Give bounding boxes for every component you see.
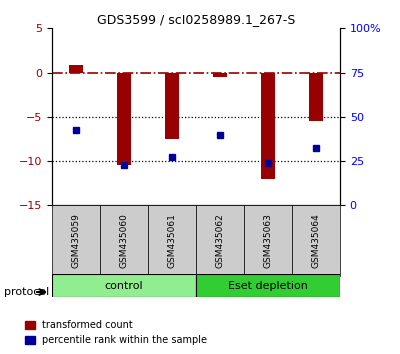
Text: GSM435061: GSM435061 [168,213,176,268]
Text: Eset depletion: Eset depletion [228,281,308,291]
Text: GSM435062: GSM435062 [216,213,224,268]
Bar [165,73,179,139]
Text: control: control [105,281,143,291]
Bar [69,65,83,73]
Bar [117,73,131,166]
FancyBboxPatch shape [52,274,196,297]
FancyBboxPatch shape [100,205,148,276]
Text: GSM435060: GSM435060 [120,213,128,268]
Text: protocol: protocol [4,287,49,297]
FancyBboxPatch shape [52,205,100,276]
FancyBboxPatch shape [196,274,340,297]
Text: GSM435059: GSM435059 [72,213,80,268]
FancyBboxPatch shape [196,205,244,276]
Title: GDS3599 / scI0258989.1_267-S: GDS3599 / scI0258989.1_267-S [97,13,295,26]
Legend: transformed count, percentile rank within the sample: transformed count, percentile rank withi… [25,320,207,345]
Text: GSM435063: GSM435063 [264,213,272,268]
FancyBboxPatch shape [292,205,340,276]
FancyBboxPatch shape [244,205,292,276]
Bar [261,73,275,179]
Bar [309,73,323,121]
FancyBboxPatch shape [148,205,196,276]
Bar [213,73,227,77]
Text: GSM435064: GSM435064 [312,213,320,268]
